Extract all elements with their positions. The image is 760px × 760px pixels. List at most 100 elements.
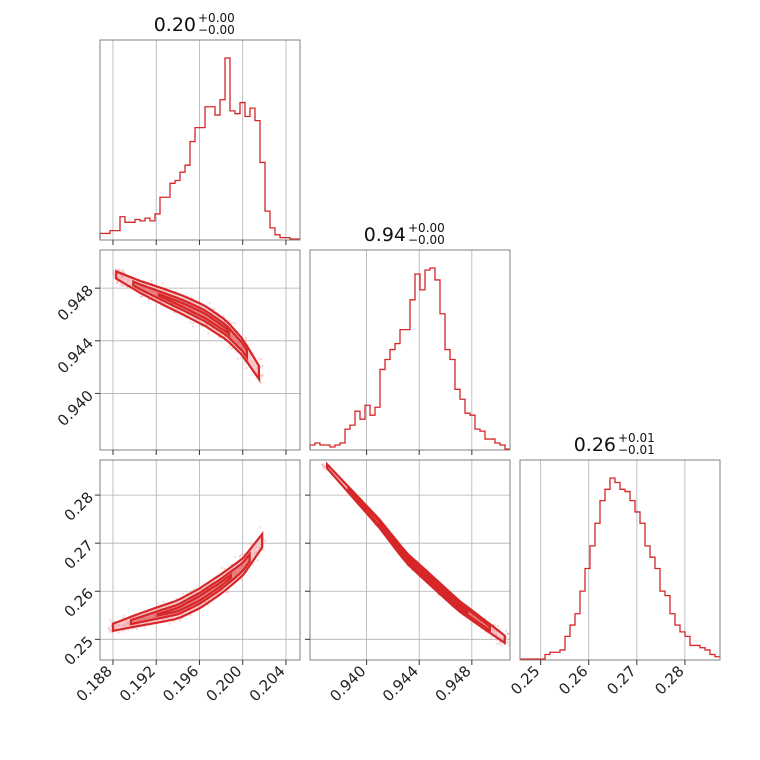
panel-frame bbox=[99, 39, 301, 241]
scatter-point bbox=[249, 543, 252, 546]
scatter-point bbox=[228, 346, 231, 349]
x-tick-label: 0.192 bbox=[116, 662, 159, 705]
param-title-2: 0.26 +0.01−0.01 bbox=[574, 431, 655, 457]
scatter-point bbox=[230, 321, 233, 325]
scatter-point bbox=[321, 463, 324, 466]
title-lower: −0.00 bbox=[408, 233, 445, 247]
scatter-point bbox=[116, 282, 119, 285]
scatter-panel-0-2: 0.188 0.192 0.196 0.200 0.204 0.25 0.26 0.27 0.2… bbox=[61, 459, 301, 705]
scatter-point bbox=[239, 554, 242, 557]
scatter-point bbox=[123, 614, 126, 618]
scatter-point bbox=[245, 366, 248, 370]
y-tick-label: 0.948 bbox=[54, 281, 97, 324]
scatter-point bbox=[495, 638, 498, 642]
panel-frame bbox=[99, 459, 301, 661]
scatter-point bbox=[259, 377, 263, 380]
scatter-point bbox=[323, 465, 327, 468]
scatter-point bbox=[112, 274, 115, 277]
scatter-point bbox=[222, 314, 225, 317]
scatter-point bbox=[244, 336, 247, 339]
title-upper: +0.00 bbox=[408, 221, 445, 235]
scatter-point bbox=[109, 618, 112, 621]
scatter-point bbox=[230, 347, 234, 351]
scatter-point bbox=[117, 268, 120, 271]
x-tick-label: 0.200 bbox=[202, 662, 245, 705]
scatter-point bbox=[109, 628, 112, 631]
contour-line-outer bbox=[115, 269, 261, 383]
scatter-point bbox=[147, 298, 150, 301]
scatter-point bbox=[143, 626, 146, 629]
scatter-point bbox=[507, 632, 510, 636]
x-tick-label: 0.27 bbox=[603, 662, 639, 698]
panel-frame bbox=[309, 459, 511, 661]
contour-line-core bbox=[379, 521, 469, 615]
scatter-point bbox=[121, 284, 124, 287]
scatter-point bbox=[233, 555, 236, 558]
scatter-point bbox=[244, 337, 247, 340]
scatter-point bbox=[207, 332, 210, 335]
scatter-point bbox=[189, 614, 192, 617]
x-tick-label: 0.188 bbox=[73, 662, 116, 705]
scatter-point bbox=[156, 602, 159, 605]
scatter-point bbox=[251, 563, 254, 567]
scatter-point bbox=[135, 627, 138, 631]
scatter-point bbox=[259, 366, 262, 369]
scatter-point bbox=[220, 566, 223, 570]
param-title-1: 0.94 +0.00−0.00 bbox=[364, 221, 445, 247]
x-tick-label: 0.26 bbox=[555, 662, 591, 698]
scatter-point bbox=[107, 627, 110, 630]
scatter-point bbox=[212, 307, 216, 311]
scatter-point bbox=[140, 294, 143, 298]
scatter-point bbox=[122, 268, 125, 271]
title-upper: +0.01 bbox=[618, 431, 655, 445]
y-tick-label: 0.944 bbox=[54, 334, 97, 377]
scatter-point bbox=[247, 343, 250, 346]
scatter-point bbox=[321, 463, 324, 466]
scatter-point bbox=[470, 621, 473, 625]
scatter-point bbox=[506, 632, 509, 635]
y-tick-label: 0.25 bbox=[61, 633, 97, 669]
scatter-point bbox=[262, 548, 265, 552]
x-tick-label: 0.25 bbox=[507, 662, 543, 698]
scatter-point bbox=[208, 301, 211, 305]
scatter-point bbox=[121, 630, 124, 633]
scatter-point bbox=[321, 465, 325, 468]
contour-fill-outer bbox=[112, 534, 263, 631]
y-tick-label: 0.27 bbox=[61, 536, 97, 572]
y-tick-label: 0.28 bbox=[61, 488, 97, 524]
scatter-point bbox=[261, 375, 264, 378]
scatter-panel-1-2: 0.940 0.944 0.948 bbox=[305, 459, 511, 705]
param-title-0: 0.20 +0.00−0.00 bbox=[154, 11, 235, 37]
scatter-point bbox=[493, 624, 496, 627]
scatter-point bbox=[118, 268, 121, 272]
scatter-point bbox=[161, 282, 164, 285]
scatter-point bbox=[236, 357, 239, 360]
scatter-point bbox=[261, 373, 264, 376]
contour-line-core bbox=[156, 572, 232, 618]
scatter-point bbox=[496, 624, 499, 628]
scatter-point bbox=[121, 270, 124, 274]
scatter-point bbox=[238, 555, 241, 558]
contour-line-inner bbox=[129, 550, 251, 626]
scatter-point bbox=[322, 466, 326, 469]
title-value: 0.94 bbox=[364, 224, 406, 246]
x-tick-label: 0.940 bbox=[326, 662, 369, 705]
scatter-point bbox=[162, 600, 165, 603]
panel-frame bbox=[99, 249, 301, 451]
scatter-point bbox=[172, 311, 175, 314]
scatter-point bbox=[506, 642, 509, 645]
histogram-panel-0: 0.20 +0.00−0.00 bbox=[99, 11, 301, 245]
scatter-point bbox=[112, 271, 115, 274]
scatter-point bbox=[139, 295, 143, 299]
scatter-point bbox=[192, 321, 195, 325]
panel-frame bbox=[309, 249, 511, 451]
scatter-point bbox=[122, 271, 125, 274]
scatter-point bbox=[150, 279, 153, 282]
scatter-point bbox=[240, 578, 244, 581]
scatter-point bbox=[112, 273, 115, 276]
scatter-point bbox=[110, 620, 113, 624]
title-value: 0.20 bbox=[154, 14, 196, 36]
title-upper: +0.00 bbox=[198, 11, 235, 25]
scatter-point bbox=[252, 352, 255, 355]
scatter-point bbox=[189, 321, 192, 324]
